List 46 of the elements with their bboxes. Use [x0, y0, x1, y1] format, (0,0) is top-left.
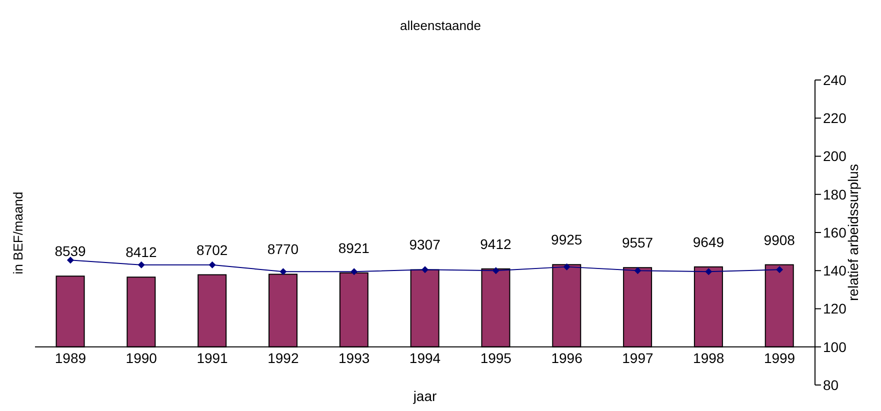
point: [705, 268, 712, 276]
y2-tick-label: 220: [823, 110, 847, 126]
data-label: 9412: [480, 236, 512, 252]
point: [634, 267, 642, 274]
data-label: 9908: [764, 232, 796, 248]
data-label: 9925: [551, 232, 582, 248]
x-axis-title: jaar: [412, 388, 438, 404]
point: [776, 266, 784, 274]
x-tick-label: 1993: [338, 350, 370, 366]
x-tick-label: 1996: [551, 350, 583, 366]
point: [350, 268, 358, 276]
x-tick-label: 1992: [268, 350, 299, 366]
y2-tick-label: 200: [823, 148, 847, 164]
x-tick-label: 1998: [693, 350, 724, 366]
point: [280, 268, 287, 276]
y2-tick-label: 120: [823, 300, 847, 317]
point: [492, 267, 500, 274]
data-label: 8539: [54, 243, 86, 260]
data-label: 8770: [267, 241, 299, 258]
x-tick-label: 1997: [622, 350, 654, 366]
x-tick-label: 1989: [54, 350, 86, 366]
point: [422, 266, 428, 274]
y2-tick-label: 160: [823, 224, 847, 240]
x-tick-label: 1991: [196, 350, 228, 366]
data-label: 8412: [126, 244, 157, 260]
y2-axis-title: relatief arbeidssurplus: [844, 164, 861, 301]
y-axis-title: in BEF/maand: [10, 192, 26, 274]
y2-tick-label: 140: [823, 262, 847, 279]
point: [208, 261, 216, 268]
y2-tick-label: 240: [823, 72, 847, 88]
x-tick-label: 1999: [764, 350, 796, 366]
x-tick-label: 1995: [480, 350, 512, 366]
chart-title: alleenstaande: [399, 18, 482, 33]
x-tick-label: 1990: [126, 350, 158, 366]
y2-tick-label: 80: [823, 376, 839, 393]
data-label: 9557: [622, 234, 654, 251]
data-label: 9307: [409, 236, 441, 253]
point: [563, 263, 570, 270]
data-label: 9649: [692, 234, 724, 250]
y2-tick-label: 100: [823, 338, 847, 355]
x-tick-label: 1994: [409, 350, 441, 366]
data-label: 8921: [338, 240, 370, 256]
data-label: 8702: [196, 242, 228, 258]
y2-tick-label: 180: [823, 186, 847, 202]
point: [138, 261, 145, 268]
point: [66, 256, 74, 264]
